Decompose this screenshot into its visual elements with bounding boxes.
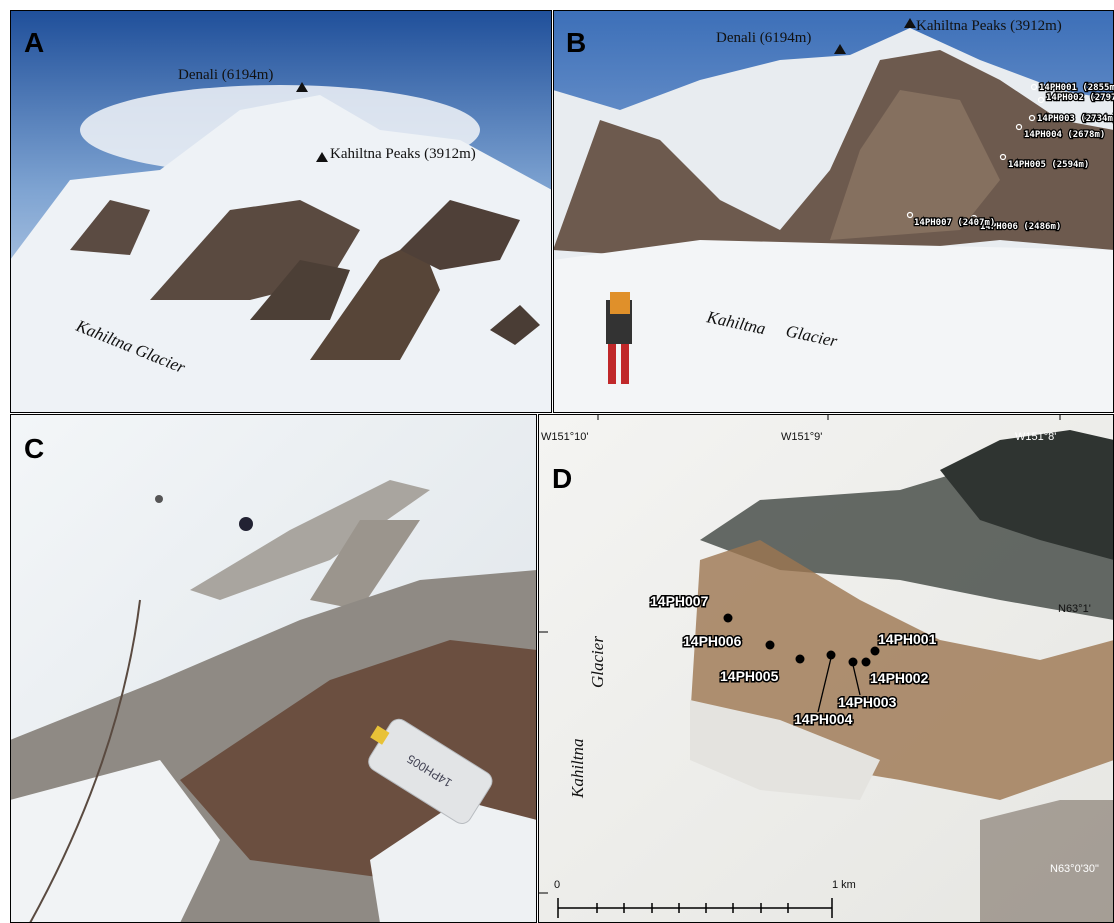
- sample-label: 14PH003: [838, 694, 897, 710]
- glacier-label: Glacier: [588, 636, 607, 688]
- peak-label: Denali (6194m): [716, 30, 811, 46]
- panel-b: B Denali (6194m) Kahiltna Peaks (3912m) …: [553, 10, 1114, 413]
- sample-markers: [906, 83, 1045, 222]
- sample-label: 14PH004 (2678m): [1024, 130, 1105, 140]
- latitude-label: N63°1': [1058, 603, 1091, 615]
- panel-label: C: [24, 433, 44, 464]
- sample-label: 14PH005 (2594m): [1008, 160, 1089, 170]
- panel-c: 14PH005 C: [10, 414, 537, 923]
- sample-label: 14PH006 (2486m): [980, 222, 1061, 232]
- sample-label: 14PH006: [683, 633, 742, 649]
- longitude-label: W151°8': [1015, 431, 1056, 443]
- sample-label: 14PH004: [794, 711, 853, 727]
- sample-label: 14PH001: [878, 631, 937, 647]
- sample-label: 14PH005: [720, 668, 779, 684]
- sample-label: 14PH007: [650, 593, 709, 609]
- peak-label: Kahiltna Peaks (3912m): [916, 18, 1062, 34]
- scale-label: 0: [554, 879, 560, 891]
- panel-a: A Denali (6194m) Kahiltna Peaks (3912m) …: [10, 10, 552, 413]
- sample-label: 14PH002: [870, 670, 929, 686]
- panel-d: W151°10' W151°9' W151°8' N63°1' N63°0'30…: [538, 414, 1114, 923]
- glacier-label: Kahiltna: [568, 738, 587, 799]
- peak-label: Denali (6194m): [178, 67, 273, 83]
- sample-label: 14PH003 (2734m): [1037, 114, 1114, 124]
- sample-label: 14PH007 (2407m): [914, 218, 995, 228]
- peak-label: Kahiltna Peaks (3912m): [330, 146, 476, 162]
- scale-bar: [557, 898, 833, 918]
- latitude-label: N63°0'30": [1050, 863, 1099, 875]
- longitude-label: W151°9': [781, 431, 822, 443]
- sample-label: 14PH002 (2797m): [1046, 93, 1114, 103]
- scale-label: 1 km: [832, 879, 856, 891]
- longitude-label: W151°10': [541, 431, 588, 443]
- sample-label: 14PH001 (2855m): [1039, 83, 1114, 93]
- panel-label: D: [552, 463, 572, 494]
- panel-label: A: [24, 27, 44, 58]
- panel-label: B: [566, 27, 586, 58]
- sample-points: [723, 613, 880, 667]
